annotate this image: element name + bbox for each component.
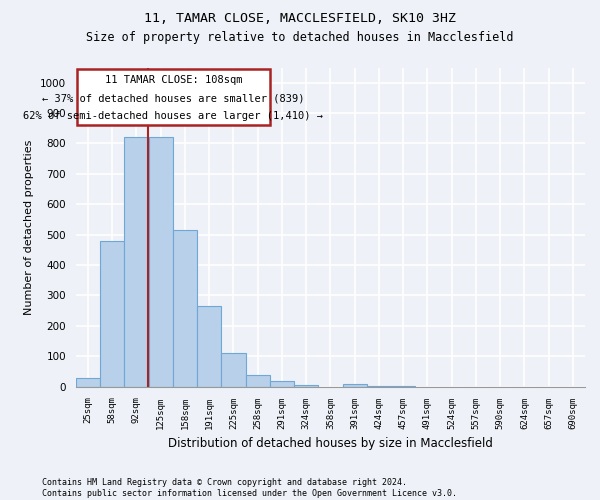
Text: 11 TAMAR CLOSE: 108sqm: 11 TAMAR CLOSE: 108sqm (105, 75, 242, 85)
Bar (221, 354, 245, 386)
Bar (294, 385, 319, 386)
Text: Size of property relative to detached houses in Macclesfield: Size of property relative to detached ho… (86, 31, 514, 44)
Bar (245, 374, 270, 386)
Bar (124, 138, 149, 386)
Bar (343, 384, 367, 386)
Bar (100, 241, 124, 386)
Text: 62% of semi-detached houses are larger (1,410) →: 62% of semi-detached houses are larger (… (23, 111, 323, 121)
Y-axis label: Number of detached properties: Number of detached properties (25, 140, 34, 315)
Bar (76, 378, 100, 386)
Bar (149, 138, 173, 386)
Text: Contains HM Land Registry data © Crown copyright and database right 2024.: Contains HM Land Registry data © Crown c… (42, 478, 407, 487)
Bar (173, 230, 197, 386)
FancyBboxPatch shape (77, 69, 270, 126)
Bar (270, 381, 294, 386)
X-axis label: Distribution of detached houses by size in Macclesfield: Distribution of detached houses by size … (168, 437, 493, 450)
Text: 11, TAMAR CLOSE, MACCLESFIELD, SK10 3HZ: 11, TAMAR CLOSE, MACCLESFIELD, SK10 3HZ (144, 12, 456, 26)
Text: ← 37% of detached houses are smaller (839): ← 37% of detached houses are smaller (83… (42, 94, 305, 104)
Bar (197, 306, 221, 386)
Text: Contains public sector information licensed under the Open Government Licence v3: Contains public sector information licen… (42, 488, 457, 498)
